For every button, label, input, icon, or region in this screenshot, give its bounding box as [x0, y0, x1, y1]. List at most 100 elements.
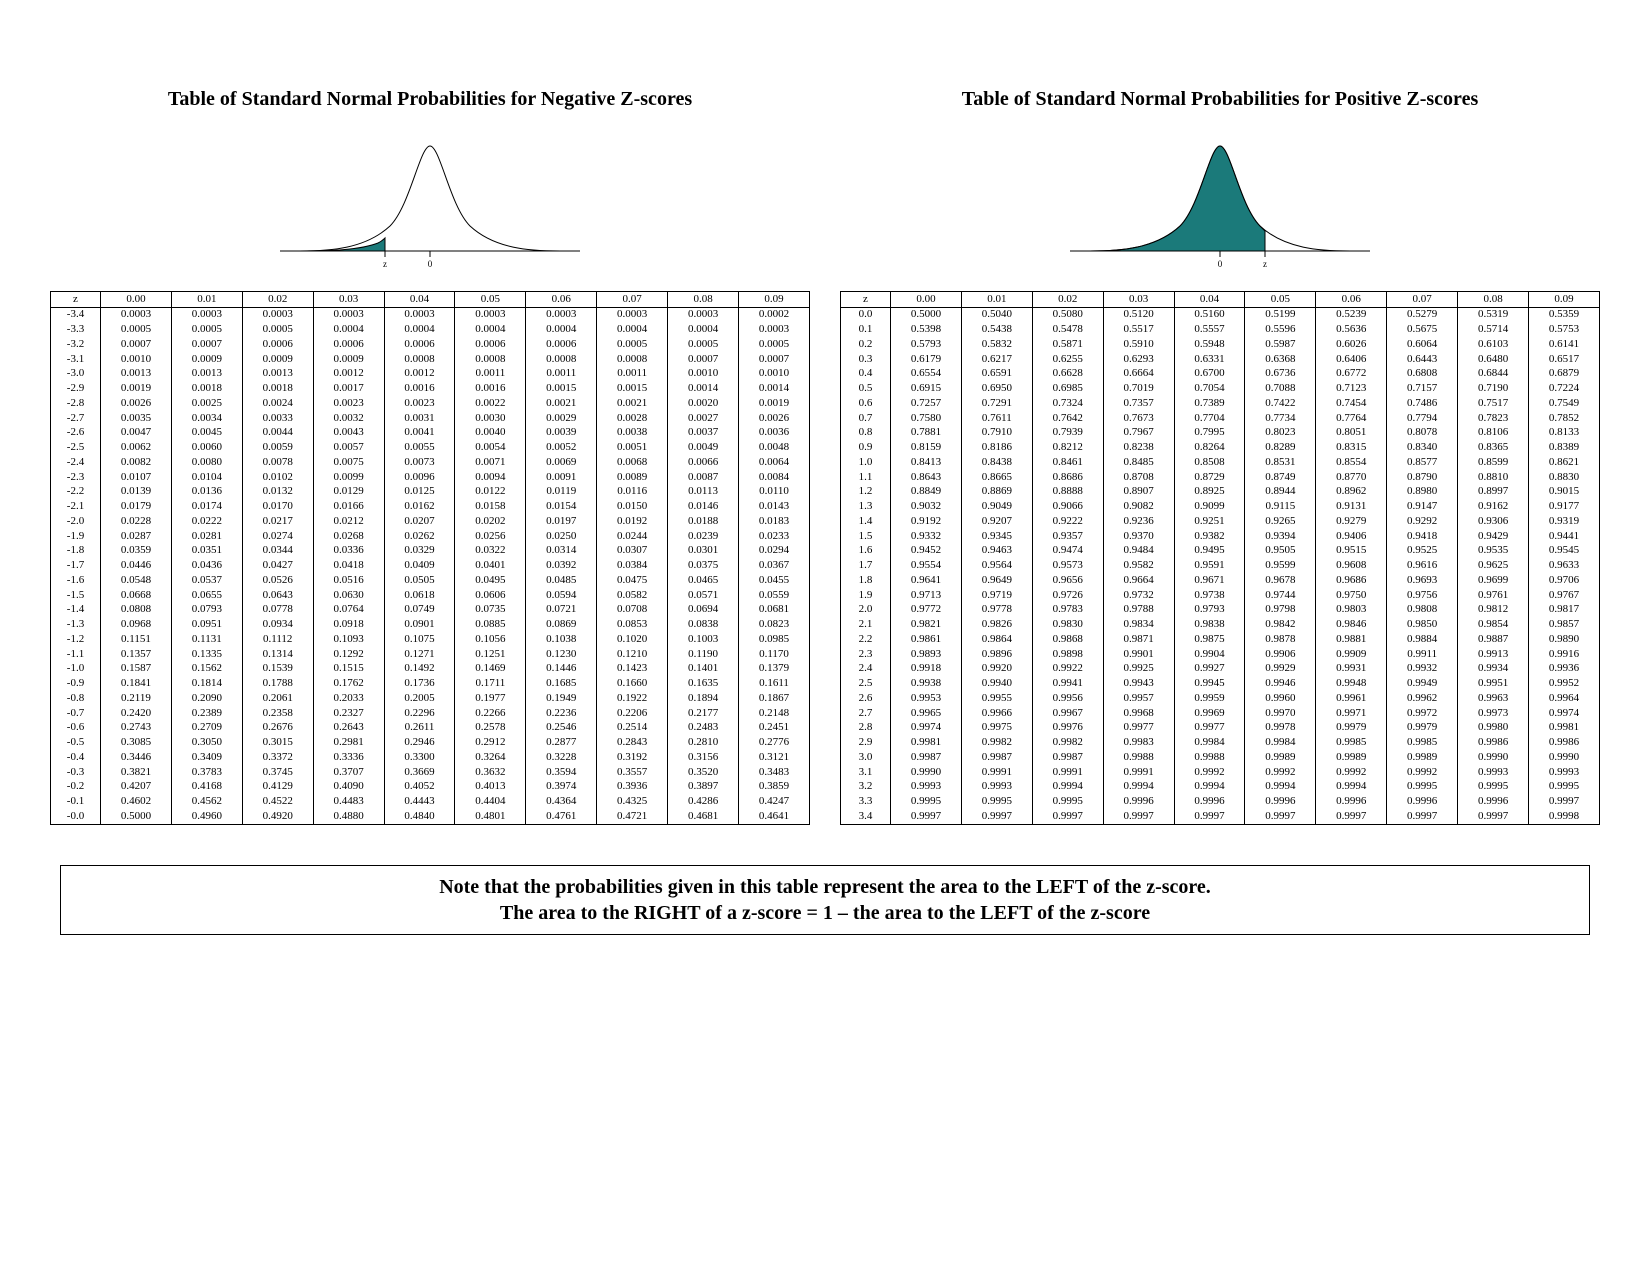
cell: 0.8340 — [1387, 441, 1458, 456]
cell: 1.8 — [841, 573, 891, 588]
cell: 0.0010 — [668, 367, 739, 382]
cell: 0.0075 — [313, 455, 384, 470]
table-row: 0.80.78810.79100.79390.79670.79950.80230… — [841, 426, 1600, 441]
cell: 0.0104 — [171, 470, 242, 485]
cell: 0.8159 — [891, 441, 962, 456]
cell: 0.1977 — [455, 691, 526, 706]
cell: 0.0057 — [313, 441, 384, 456]
cell: -1.5 — [51, 588, 101, 603]
cell: 0.0274 — [242, 529, 313, 544]
cell: 0.1894 — [668, 691, 739, 706]
cell: 0.0005 — [668, 337, 739, 352]
cell: 0.0078 — [242, 455, 313, 470]
cell: 0.3821 — [101, 765, 172, 780]
cell: 0.7190 — [1458, 382, 1529, 397]
cell: 0.5557 — [1174, 323, 1245, 338]
cell: 0.0068 — [597, 455, 668, 470]
cell: 0.9994 — [1032, 780, 1103, 795]
cell: 0.9974 — [891, 721, 962, 736]
cell: 0.9997 — [1458, 809, 1529, 824]
cell: 0.6554 — [891, 367, 962, 382]
cell: 0.8461 — [1032, 455, 1103, 470]
cell: 0.2266 — [455, 706, 526, 721]
cell: 0.7357 — [1103, 396, 1174, 411]
cell: 0.9625 — [1458, 559, 1529, 574]
cell: 0.0003 — [668, 307, 739, 322]
cell: 0.9995 — [891, 795, 962, 810]
cell: 0.0099 — [313, 470, 384, 485]
cell: 0.0034 — [171, 411, 242, 426]
cell: 0.9981 — [1529, 721, 1600, 736]
cell: 0.0002 — [739, 307, 810, 322]
table-row: 2.10.98210.98260.98300.98340.98380.98420… — [841, 618, 1600, 633]
cell: 0.0146 — [668, 500, 739, 515]
cell: 0.1423 — [597, 662, 668, 677]
cell: 0.6480 — [1458, 352, 1529, 367]
positive-curve: 0 z — [840, 131, 1600, 271]
table-row: -0.40.34460.34090.33720.33360.33000.3264… — [51, 750, 810, 765]
table-row: 1.50.93320.93450.93570.93700.93820.93940… — [841, 529, 1600, 544]
cell: 0.3300 — [384, 750, 455, 765]
cell: 0.9913 — [1458, 647, 1529, 662]
cell: 0.9719 — [961, 588, 1032, 603]
cell: 0.0250 — [526, 529, 597, 544]
cell: 0.2514 — [597, 721, 668, 736]
cell: 0.8810 — [1458, 470, 1529, 485]
cell: 0.9726 — [1032, 588, 1103, 603]
cell: 0.9985 — [1316, 736, 1387, 751]
cell: 0.9909 — [1316, 647, 1387, 662]
cell: 0.9989 — [1387, 750, 1458, 765]
cell: 0.0384 — [597, 559, 668, 574]
cell: 0.0003 — [455, 307, 526, 322]
cell: 0.9345 — [961, 529, 1032, 544]
cell: 0.9987 — [961, 750, 1032, 765]
cell: 0.0102 — [242, 470, 313, 485]
cell: 0.9970 — [1245, 706, 1316, 721]
table-row: 2.20.98610.98640.98680.98710.98750.98780… — [841, 632, 1600, 647]
cell: 0.0003 — [313, 307, 384, 322]
cell: 2.1 — [841, 618, 891, 633]
table-row: 3.30.99950.99950.99950.99960.99960.99960… — [841, 795, 1600, 810]
cell: 0.9968 — [1103, 706, 1174, 721]
cell: 0.4641 — [739, 809, 810, 824]
cell: 0.9974 — [1529, 706, 1600, 721]
cell: 0.0375 — [668, 559, 739, 574]
cell: 0.9996 — [1458, 795, 1529, 810]
cell: 0.7 — [841, 411, 891, 426]
cell: 0.9846 — [1316, 618, 1387, 633]
table-row: -1.80.03590.03510.03440.03360.03290.0322… — [51, 544, 810, 559]
cell: 0.0044 — [242, 426, 313, 441]
cell: 0.4920 — [242, 809, 313, 824]
cell: 0.9131 — [1316, 500, 1387, 515]
cell: 0.0268 — [313, 529, 384, 544]
cell: 0.0006 — [455, 337, 526, 352]
cell: 0.9890 — [1529, 632, 1600, 647]
cell: 0.9994 — [1174, 780, 1245, 795]
cell: 0.0934 — [242, 618, 313, 633]
cell: 0.0505 — [384, 573, 455, 588]
cell: 0.6406 — [1316, 352, 1387, 367]
cell: 0.1190 — [668, 647, 739, 662]
cell: 2.5 — [841, 677, 891, 692]
cell: 0.9918 — [891, 662, 962, 677]
cell: 0.9192 — [891, 514, 962, 529]
cell: 0.0006 — [313, 337, 384, 352]
cell: 0.4602 — [101, 795, 172, 810]
cell: 0.0019 — [101, 382, 172, 397]
cell: -2.4 — [51, 455, 101, 470]
col-header: 0.05 — [1245, 292, 1316, 308]
table-row: -2.20.01390.01360.01320.01290.01250.0122… — [51, 485, 810, 500]
cell: 0.4129 — [242, 780, 313, 795]
cell: 0.0018 — [171, 382, 242, 397]
cell: 0.1841 — [101, 677, 172, 692]
cell: 0.9850 — [1387, 618, 1458, 633]
col-header: 0.00 — [101, 292, 172, 308]
cell: 0.9767 — [1529, 588, 1600, 603]
cell: 0.6103 — [1458, 337, 1529, 352]
cell: 0.8485 — [1103, 455, 1174, 470]
cell: 0.0035 — [101, 411, 172, 426]
cell: 0.0080 — [171, 455, 242, 470]
cell: 0.0005 — [597, 337, 668, 352]
cell: 0.0162 — [384, 500, 455, 515]
cell: -0.7 — [51, 706, 101, 721]
